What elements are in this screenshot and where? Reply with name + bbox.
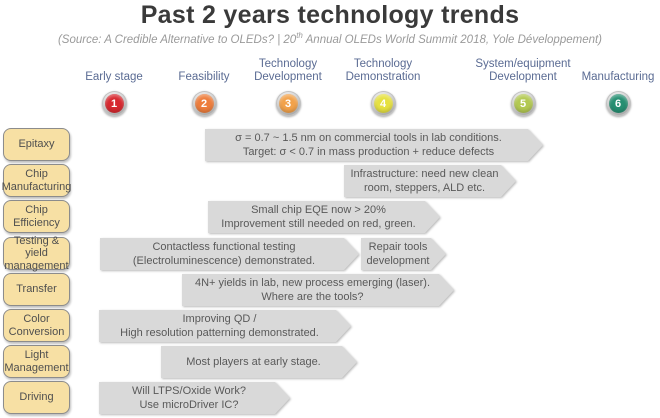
page-title: Past 2 years technology trends [140, 1, 520, 29]
row-label-chip-manufacturing: Chip Manufacturing [2, 164, 71, 197]
row-label-testing-yield-management: Testing & yield management [3, 234, 70, 272]
stage-6-number: 6 [608, 94, 628, 113]
arrow-driving: Will LTPS/Oxide Work? Use microDriver IC… [99, 382, 290, 414]
arrow-light-management-text: Most players at early stage. [161, 346, 357, 378]
stage-2-circle-icon: 2 [191, 91, 217, 116]
source-subtitle: (Source: A Credible Alternative to OLEDs… [0, 31, 660, 46]
stage-technology-development: Technology Development 3 [238, 54, 338, 116]
arrow-chip-efficiency: Small chip EQE now > 20% Improvement sti… [208, 201, 440, 233]
stage-4-number: 4 [373, 94, 393, 113]
row-label-driving: Driving [3, 381, 70, 414]
arrow-testing-repair-tools-text: Repair tools development [361, 238, 446, 270]
stage-1-number: 1 [104, 94, 124, 113]
stage-technology-demonstration: Technology Demonstration 4 [327, 54, 439, 116]
arrow-testing-repair-tools: Repair tools development [361, 238, 446, 270]
row-label-epitaxy: Epitaxy [3, 128, 70, 161]
arrow-chip-manufacturing-text: Infrastructure: need new clean room, ste… [344, 165, 516, 197]
row-label-color-conversion: Color Conversion [3, 309, 70, 342]
stage-label: Technology Demonstration [345, 57, 421, 84]
stage-2-number: 2 [194, 94, 214, 113]
stage-label: Early stage [85, 71, 143, 84]
arrow-chip-efficiency-text: Small chip EQE now > 20% Improvement sti… [208, 201, 440, 233]
stage-label: Manufacturing [581, 71, 655, 84]
subtitle-ordinal: th [296, 31, 303, 40]
row-label-chip-efficiency: Chip Efficiency [3, 200, 70, 233]
row-label-transfer: Transfer [3, 273, 70, 306]
arrow-transfer-text: 4N+ yields in lab, new process emerging … [182, 274, 454, 306]
arrow-light-management: Most players at early stage. [161, 346, 357, 378]
stage-early-stage: Early stage 1 [64, 54, 164, 116]
arrow-epitaxy: σ = 0.7 ~ 1.5 nm on commercial tools in … [205, 129, 543, 161]
arrow-epitaxy-text: σ = 0.7 ~ 1.5 nm on commercial tools in … [205, 129, 543, 161]
stage-6-circle-icon: 6 [605, 91, 631, 116]
arrow-testing-functional: Contactless functional testing (Electrol… [100, 238, 359, 270]
stage-manufacturing: Manufacturing 6 [570, 54, 660, 116]
arrow-transfer: 4N+ yields in lab, new process emerging … [182, 274, 454, 306]
stage-label: Technology Development [254, 57, 322, 84]
arrow-driving-text: Will LTPS/Oxide Work? Use microDriver IC… [99, 382, 290, 414]
stage-label: System/equipment Development [475, 57, 571, 84]
stage-1-circle-icon: 1 [101, 91, 127, 116]
stage-5-number: 5 [513, 94, 533, 113]
arrow-testing-functional-text: Contactless functional testing (Electrol… [100, 238, 359, 270]
stage-label: Feasibility [178, 71, 230, 84]
arrow-chip-manufacturing: Infrastructure: need new clean room, ste… [344, 165, 516, 197]
stage-3-number: 3 [278, 94, 298, 113]
subtitle-suffix: Annual OLEDs World Summit 2018, Yole Dév… [302, 33, 603, 46]
arrow-color-conversion: Improving QD / High resolution patternin… [99, 310, 351, 342]
row-label-light-management: Light Management [3, 345, 70, 378]
stage-feasibility: Feasibility 2 [154, 54, 254, 116]
stage-3-circle-icon: 3 [275, 91, 301, 116]
stage-system-equipment-development: System/equipment Development 5 [461, 54, 585, 116]
arrow-color-conversion-text: Improving QD / High resolution patternin… [99, 310, 351, 342]
subtitle-prefix: (Source: A Credible Alternative to OLEDs… [57, 33, 297, 46]
stage-4-circle-icon: 4 [370, 91, 396, 116]
stage-5-circle-icon: 5 [510, 91, 536, 116]
